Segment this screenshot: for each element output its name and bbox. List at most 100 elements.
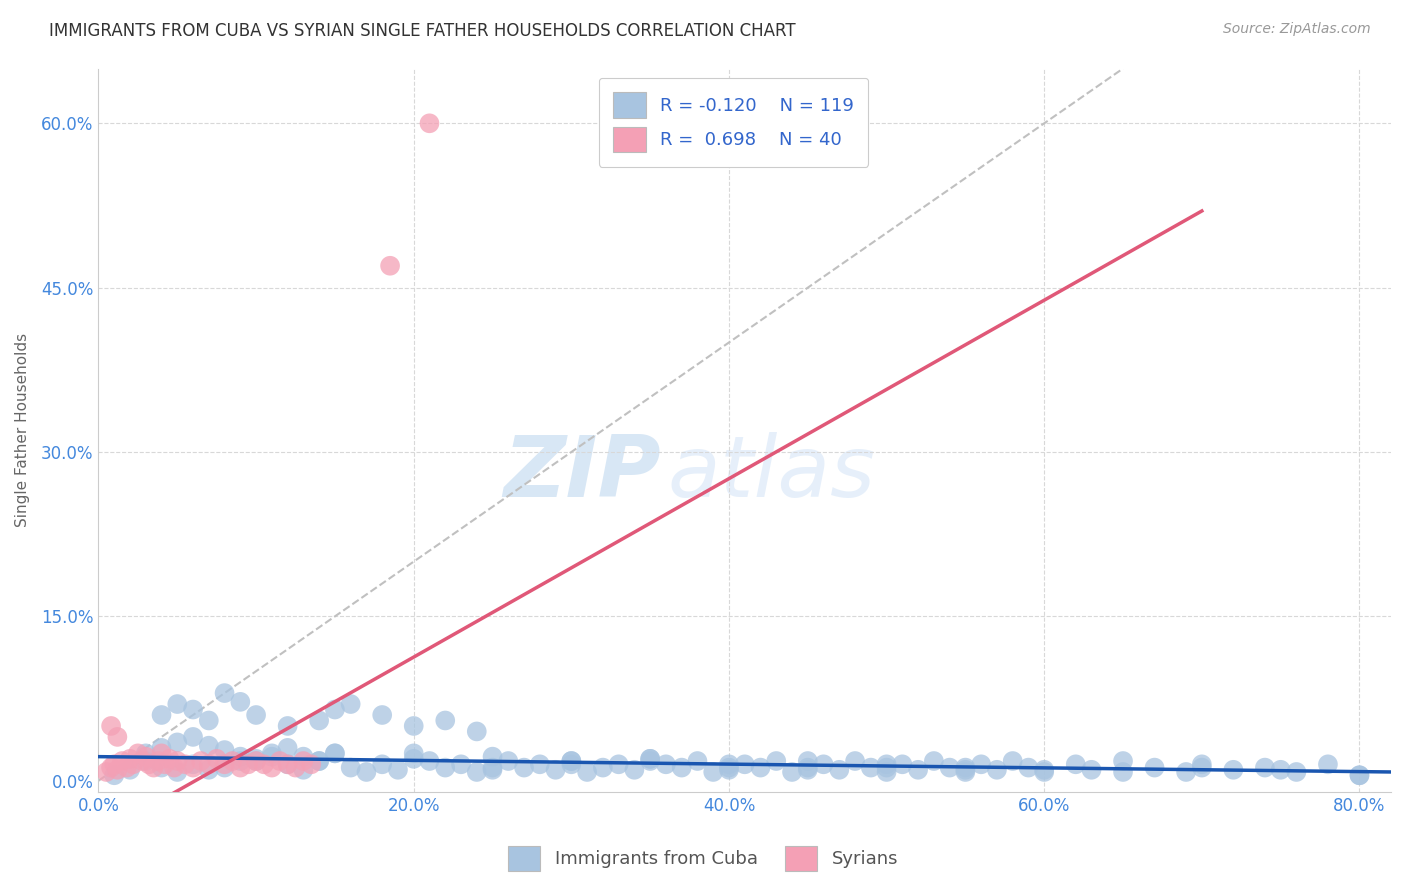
Point [765, 754, 787, 768]
Point [907, 763, 929, 777]
Point [157, 752, 180, 766]
Point [122, 757, 145, 772]
Point [876, 757, 898, 772]
Point [702, 764, 724, 779]
Point [150, 708, 173, 723]
Point [513, 761, 536, 775]
Point [214, 686, 236, 700]
Point [214, 761, 236, 775]
Text: IMMIGRANTS FROM CUBA VS SYRIAN SINGLE FATHER HOUSEHOLDS CORRELATION CHART: IMMIGRANTS FROM CUBA VS SYRIAN SINGLE FA… [49, 22, 796, 40]
Point [1285, 764, 1308, 779]
Text: atlas: atlas [668, 432, 875, 515]
Point [148, 754, 170, 768]
Point [481, 763, 503, 777]
Point [100, 719, 122, 733]
Point [181, 702, 204, 716]
Point [402, 747, 425, 761]
Point [277, 719, 299, 733]
Point [686, 754, 709, 768]
Point [229, 695, 252, 709]
Point [498, 754, 520, 768]
Point [797, 761, 820, 775]
Point [118, 763, 141, 777]
Point [717, 763, 740, 777]
Text: Source: ZipAtlas.com: Source: ZipAtlas.com [1223, 22, 1371, 37]
Point [1222, 763, 1244, 777]
Point [1191, 761, 1213, 775]
Point [1348, 768, 1371, 782]
Point [450, 757, 472, 772]
Point [260, 747, 283, 761]
Point [481, 749, 503, 764]
Point [245, 708, 267, 723]
Point [166, 735, 188, 749]
Point [638, 752, 661, 766]
Point [1112, 764, 1135, 779]
Point [1033, 764, 1056, 779]
Point [607, 757, 630, 772]
Point [284, 761, 307, 775]
Point [150, 747, 173, 761]
Point [339, 697, 361, 711]
Point [166, 697, 188, 711]
Point [96, 764, 118, 779]
Point [339, 761, 361, 775]
Point [245, 752, 267, 766]
Point [308, 714, 330, 728]
Point [844, 754, 866, 768]
Point [166, 754, 188, 768]
Point [229, 761, 252, 775]
Point [277, 757, 299, 772]
Point [576, 764, 599, 779]
Point [418, 116, 440, 130]
Point [229, 749, 252, 764]
Point [308, 754, 330, 768]
Point [418, 754, 440, 768]
Point [181, 757, 204, 772]
Point [135, 747, 157, 761]
Point [323, 747, 346, 761]
Point [970, 757, 993, 772]
Point [1033, 763, 1056, 777]
Point [544, 763, 567, 777]
Point [1017, 761, 1039, 775]
Point [1001, 754, 1024, 768]
Point [150, 740, 173, 755]
Point [198, 757, 221, 772]
Legend: Immigrants from Cuba, Syrians: Immigrants from Cuba, Syrians [501, 838, 905, 879]
Point [371, 757, 394, 772]
Point [163, 761, 186, 775]
Point [174, 757, 197, 772]
Point [560, 754, 582, 768]
Point [103, 757, 125, 772]
Point [955, 764, 977, 779]
Y-axis label: Single Father Households: Single Father Households [15, 333, 30, 527]
Point [780, 764, 803, 779]
Point [734, 757, 756, 772]
Point [797, 763, 820, 777]
Point [655, 757, 678, 772]
Point [592, 761, 614, 775]
Point [481, 761, 503, 775]
Point [955, 763, 977, 777]
Point [797, 754, 820, 768]
Point [529, 757, 551, 772]
Point [378, 259, 401, 273]
Point [1348, 768, 1371, 782]
Point [181, 730, 204, 744]
Point [323, 702, 346, 716]
Point [813, 757, 835, 772]
Point [181, 761, 204, 775]
Point [103, 768, 125, 782]
Point [922, 754, 945, 768]
Point [465, 764, 488, 779]
Point [1064, 757, 1087, 772]
Point [135, 749, 157, 764]
Point [938, 761, 960, 775]
Point [1112, 754, 1135, 768]
Point [1175, 764, 1198, 779]
Point [166, 764, 188, 779]
Point [623, 763, 645, 777]
Point [1254, 761, 1277, 775]
Point [402, 719, 425, 733]
